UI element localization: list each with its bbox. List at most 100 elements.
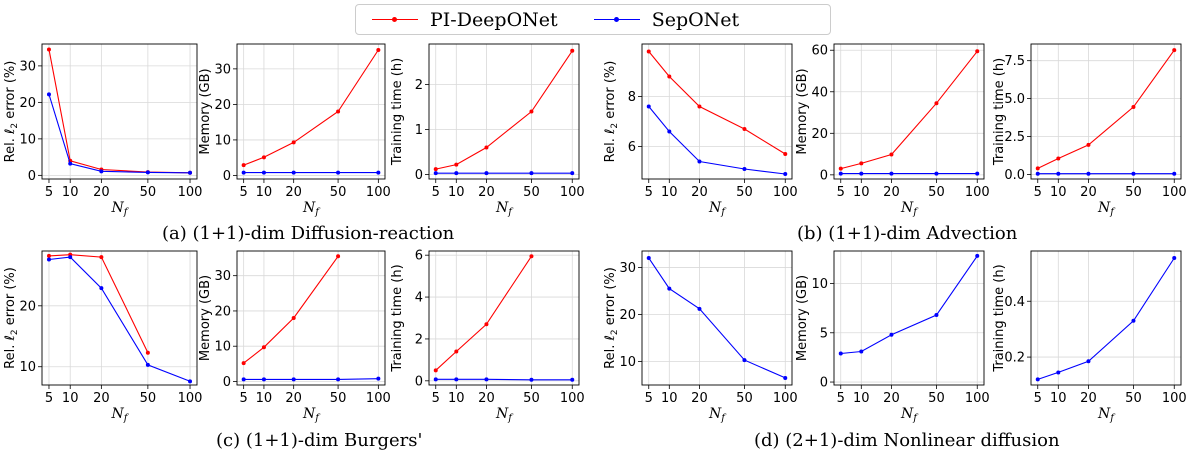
data-point	[336, 170, 341, 175]
chart-panel: 0 1 2 5 10 20 50 100 Nf Training time (h)	[390, 43, 585, 218]
data-point	[46, 92, 51, 97]
data-point	[697, 104, 702, 109]
chart-panel: 0 10 20 30 5 10 20 50 100 Nf Memory (GB)	[198, 250, 391, 424]
x-tick-label: 50	[928, 391, 945, 406]
axes-frame	[641, 43, 793, 180]
data-point	[667, 129, 672, 134]
axes-frame	[641, 250, 793, 386]
x-tick-label: 5	[1034, 391, 1042, 406]
data-point	[241, 361, 246, 366]
x-tick-label: 20	[1080, 391, 1097, 406]
x-tick-label: 10	[62, 391, 79, 406]
axes-frame	[41, 43, 198, 180]
chart-panel: 10 20 30 5 10 20 50 100 Nf Rel. ℓ2 error (%)	[603, 250, 798, 424]
legend-item-pi-deeponet: PI-DeepONet	[372, 9, 558, 31]
x-axis-label: Nf	[708, 200, 727, 218]
x-tick-label: 50	[736, 391, 753, 406]
data-point	[975, 253, 980, 258]
data-point	[975, 171, 980, 176]
x-tick-label: 20	[478, 185, 495, 200]
legend-item-seponet: SepONet	[593, 9, 739, 31]
axes-frame	[428, 250, 580, 386]
data-point	[261, 377, 266, 382]
data-point	[291, 170, 296, 175]
y-axis-label: Rel. ℓ2 error (%)	[3, 61, 20, 163]
data-point	[99, 169, 104, 174]
chart-panel: 0 10 20 30 5 10 20 50 100 Nf Rel. ℓ2 error (%)	[3, 43, 202, 218]
y-tick-label: 10	[619, 355, 636, 370]
y-tick-label: 30	[19, 59, 36, 74]
axes-frame	[833, 43, 985, 180]
caption-d: (d) (2+1)-dim Nonlinear diffusion	[754, 430, 1060, 451]
x-tick-label: 20	[883, 185, 900, 200]
data-point	[889, 171, 894, 176]
chart-panel: 0 2 4 6 5 10 20 50 100 Nf Training time (h)	[390, 249, 585, 424]
x-tick-label: 10	[256, 185, 273, 200]
data-point	[838, 351, 843, 356]
x-axis-label: Nf	[302, 200, 321, 218]
x-tick-label: 10	[448, 185, 465, 200]
x-axis-label: Nf	[900, 406, 919, 424]
x-tick-label: 50	[330, 391, 347, 406]
y-tick-label: 20	[214, 98, 231, 113]
caption-b: (b) (1+1)-dim Advection	[797, 223, 1018, 244]
data-point	[188, 379, 193, 384]
x-tick-label: 50	[523, 391, 540, 406]
y-tick-label: 0	[820, 376, 828, 391]
data-point	[1056, 171, 1061, 176]
y-axis-label: Memory (GB)	[795, 68, 810, 154]
y-tick-label: 40	[811, 85, 828, 100]
data-point	[484, 171, 489, 176]
data-point	[570, 377, 575, 382]
data-point	[570, 171, 575, 176]
y-axis-label: Training time (h)	[992, 58, 1007, 166]
data-point	[646, 49, 651, 54]
data-point	[433, 167, 438, 172]
data-point	[454, 349, 459, 354]
data-point	[934, 313, 939, 318]
y-tick-label: 10	[214, 133, 231, 148]
data-point	[529, 377, 534, 382]
data-point	[291, 316, 296, 320]
data-point	[46, 47, 51, 52]
y-tick-label: 60	[811, 44, 828, 59]
x-tick-label: 5	[645, 391, 653, 406]
data-point	[742, 358, 747, 363]
y-axis-label: Rel. ℓ2 error (%)	[3, 267, 20, 369]
x-tick-label: 10	[256, 391, 273, 406]
data-point	[889, 332, 894, 337]
data-point	[783, 152, 788, 156]
x-tick-label: 20	[1080, 185, 1097, 200]
data-point	[433, 377, 438, 382]
y-tick-label: 0	[223, 375, 231, 390]
x-tick-label: 10	[1050, 185, 1067, 200]
data-point	[1172, 171, 1177, 176]
data-point	[376, 48, 381, 53]
y-tick-label: 10	[811, 277, 828, 292]
x-tick-label: 100	[366, 391, 391, 406]
x-tick-label: 10	[448, 391, 465, 406]
data-point	[99, 286, 104, 291]
y-tick-label: 20	[811, 127, 828, 142]
data-point	[241, 163, 246, 168]
x-axis-label: Nf	[302, 406, 321, 424]
data-point	[291, 377, 296, 382]
data-point	[336, 109, 341, 114]
y-tick-label: 1	[415, 123, 423, 138]
data-point	[697, 306, 702, 311]
data-point	[838, 171, 843, 176]
y-tick-label: 0.0	[1004, 168, 1025, 183]
data-point	[484, 322, 489, 327]
y-tick-label: 0	[28, 169, 36, 184]
y-axis-label: Training time (h)	[390, 264, 405, 372]
y-tick-label: 7.5	[1004, 54, 1025, 69]
x-tick-label: 20	[93, 185, 110, 200]
axes-frame	[236, 43, 386, 180]
series-line	[435, 255, 532, 371]
data-point	[291, 140, 296, 145]
data-point	[1131, 318, 1136, 323]
y-tick-label: 20	[619, 308, 636, 323]
x-tick-label: 5	[1034, 185, 1042, 200]
y-tick-label: 0	[223, 169, 231, 184]
